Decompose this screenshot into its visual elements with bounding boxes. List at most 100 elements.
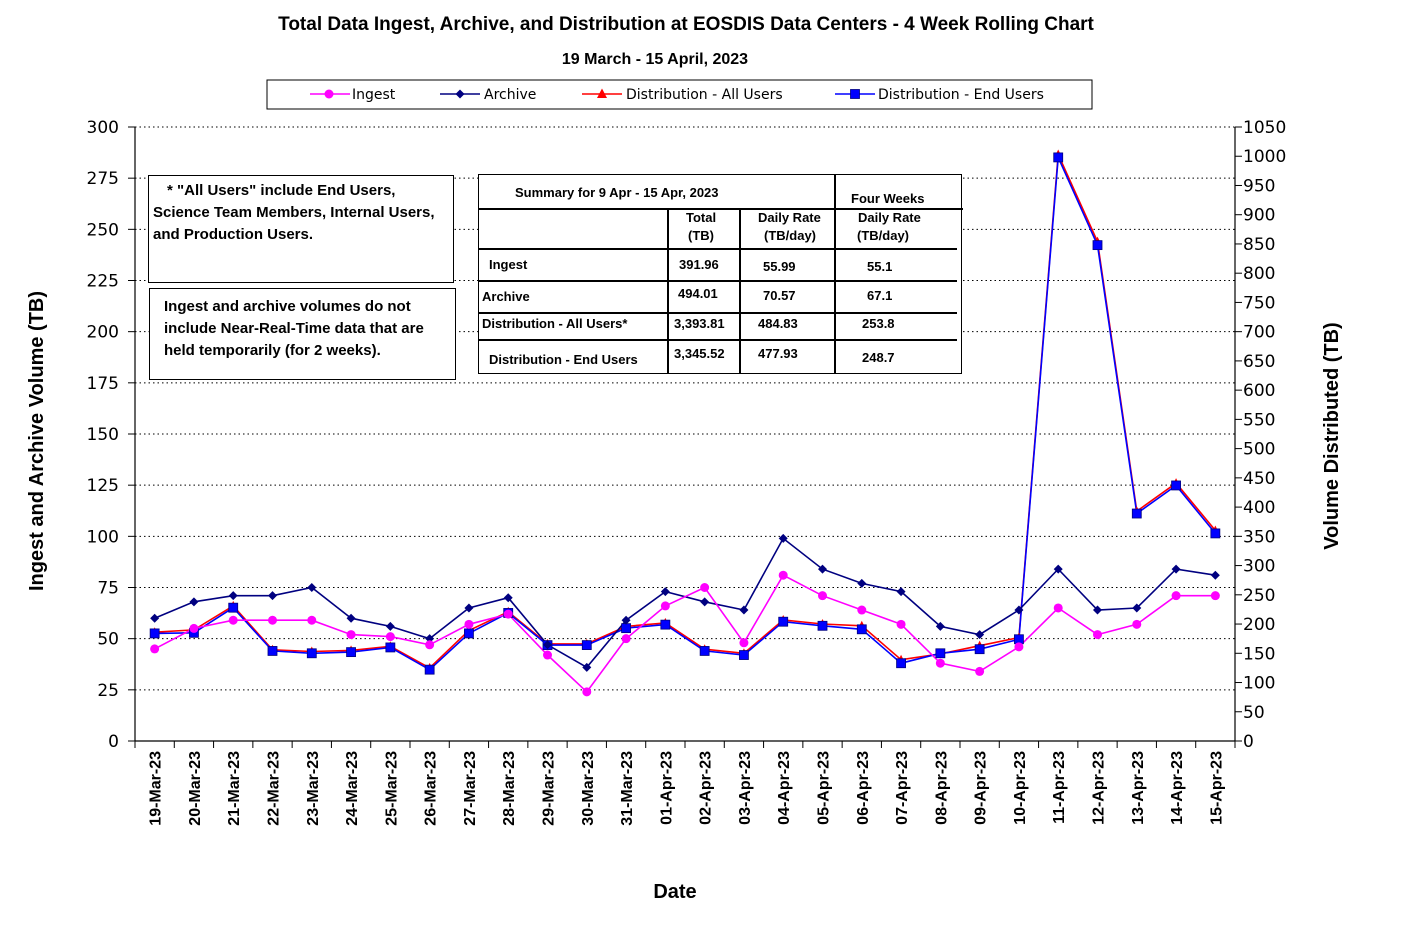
ingest-point: [464, 619, 474, 629]
x-tick-label: 21-Mar-23: [226, 751, 243, 826]
y2-tick-label: 900: [1243, 206, 1275, 226]
ingest-point: [1210, 591, 1220, 601]
ingest-point: [857, 605, 867, 615]
archive-point: [778, 533, 788, 543]
distribution-end-point: [1131, 508, 1142, 519]
summary-four-weeks-header: Four Weeks: [851, 191, 925, 206]
summary-table: Summary for 9 Apr - 15 Apr, 2023 Four We…: [478, 174, 963, 374]
y2-tick-label: 950: [1243, 176, 1275, 196]
legend-item-archive: Archive: [440, 87, 536, 103]
y-tick-label: 225: [87, 272, 119, 292]
x-tick-label: 09-Apr-23: [973, 751, 990, 825]
legend-item-distribution-end: Distribution - End Users: [835, 87, 1044, 103]
x-tick-label: 14-Apr-23: [1169, 751, 1186, 825]
x-tick-label: 12-Apr-23: [1091, 751, 1108, 825]
ingest-point: [228, 615, 238, 625]
y2-tick-label: 800: [1243, 264, 1275, 284]
y2-tick-label: 100: [1243, 674, 1275, 694]
archive-point: [464, 603, 474, 613]
archive-point: [543, 640, 552, 650]
x-tick-label: 30-Mar-23: [580, 751, 597, 826]
y2-tick-label: 350: [1243, 527, 1275, 547]
y-tick-label: 275: [87, 169, 119, 189]
y2-tick-label: 200: [1243, 615, 1275, 635]
ingest-point: [543, 650, 552, 660]
y-tick-label: 75: [97, 579, 119, 599]
distribution-end-point: [974, 644, 985, 655]
summary-col-four-unit: (TB/day): [857, 228, 909, 243]
distribution-end-point: [149, 628, 160, 639]
summary-row-four: 67.1: [867, 288, 893, 303]
ingest-point: [975, 666, 985, 676]
summary-row-total: 494.01: [678, 286, 718, 301]
ingest-point: [1053, 603, 1063, 613]
ingest-point: [935, 658, 945, 668]
distribution-end-point: [621, 623, 631, 634]
x-tick-label: 03-Apr-23: [737, 751, 754, 825]
ingest-point: [660, 601, 670, 611]
archive-point: [1171, 564, 1181, 574]
y-tick-label: 125: [87, 476, 119, 496]
archive-point: [818, 564, 827, 574]
ingest-point: [1014, 642, 1024, 652]
summary-row-label: Ingest: [489, 257, 528, 272]
distribution-end-point: [699, 646, 710, 656]
y-tick-label: 250: [87, 220, 119, 240]
series-line-circle: [154, 574, 1216, 694]
x-tick-label: 20-Mar-23: [187, 751, 204, 826]
legend-item-ingest: Ingest: [310, 87, 396, 103]
archive-point: [268, 591, 277, 601]
y2-tick-label: 1000: [1243, 147, 1286, 167]
summary-col-daily: Daily Rate: [758, 210, 821, 225]
ingest-point: [896, 619, 906, 629]
summary-row-daily: 55.99: [763, 259, 796, 274]
x-tick-label: 10-Apr-23: [1012, 751, 1029, 825]
x-tick-label: 23-Mar-23: [305, 751, 322, 826]
archive-point: [346, 613, 356, 623]
archive-point: [935, 621, 945, 631]
y2-tick-label: 750: [1243, 293, 1275, 313]
distribution-end-point: [424, 664, 435, 675]
y-axis-title: Ingest and Archive Volume (TB): [26, 291, 48, 591]
legend-item-distribution-all: Distribution - All Users: [582, 87, 783, 103]
summary-row-daily: 484.83: [758, 316, 798, 331]
y-tick-label: 25: [97, 681, 119, 701]
distribution-end-point: [1171, 480, 1181, 491]
summary-title: Summary for 9 Apr - 15 Apr, 2023: [515, 185, 719, 200]
archive-point: [503, 593, 513, 603]
ingest-point: [425, 640, 435, 650]
summary-row-total: 391.96: [679, 257, 719, 272]
archive-point: [975, 630, 985, 640]
note-line: held temporarily (for 2 weeks).: [164, 342, 381, 359]
ingest-point: [1132, 619, 1142, 629]
y2-tick-label: 700: [1243, 323, 1275, 343]
summary-row-daily: 70.57: [763, 288, 796, 303]
summary-row-total: 3,345.52: [674, 346, 725, 361]
x-tick-label: 06-Apr-23: [855, 751, 872, 825]
ingest-point: [1171, 591, 1181, 601]
ingest-point: [385, 632, 395, 642]
ingest-point: [621, 634, 631, 644]
distribution-end-point: [306, 648, 317, 659]
legend-label-archive: Archive: [484, 87, 536, 103]
y2-tick-label: 50: [1243, 703, 1265, 723]
x-tick-label: 11-Apr-23: [1051, 751, 1068, 824]
archive-point: [1210, 570, 1220, 580]
legend: Ingest Archive Distribution - All Users …: [266, 79, 1093, 110]
summary-row-daily: 477.93: [758, 346, 798, 361]
summary-col-total: Total: [686, 210, 717, 225]
x-tick-label: 29-Mar-23: [541, 751, 558, 826]
distribution-end-point: [896, 658, 906, 669]
x-tick-label: 22-Mar-23: [266, 751, 283, 826]
chart-subtitle: 19 March - 15 April, 2023: [562, 51, 748, 68]
x-tick-label: 04-Apr-23: [776, 751, 793, 825]
x-tick-label: 05-Apr-23: [816, 751, 833, 825]
y2-tick-label: 400: [1243, 498, 1275, 518]
x-tick-label: 28-Mar-23: [501, 751, 518, 826]
ingest-point: [778, 570, 788, 580]
note-near-real-time: Ingest and archive volumes do not includ…: [149, 288, 456, 380]
archive-point: [582, 662, 592, 672]
chart-title: Total Data Ingest, Archive, and Distribu…: [278, 14, 1094, 35]
summary-col-four: Daily Rate: [858, 210, 921, 225]
note-line: * "All Users" include End Users,: [167, 182, 396, 199]
